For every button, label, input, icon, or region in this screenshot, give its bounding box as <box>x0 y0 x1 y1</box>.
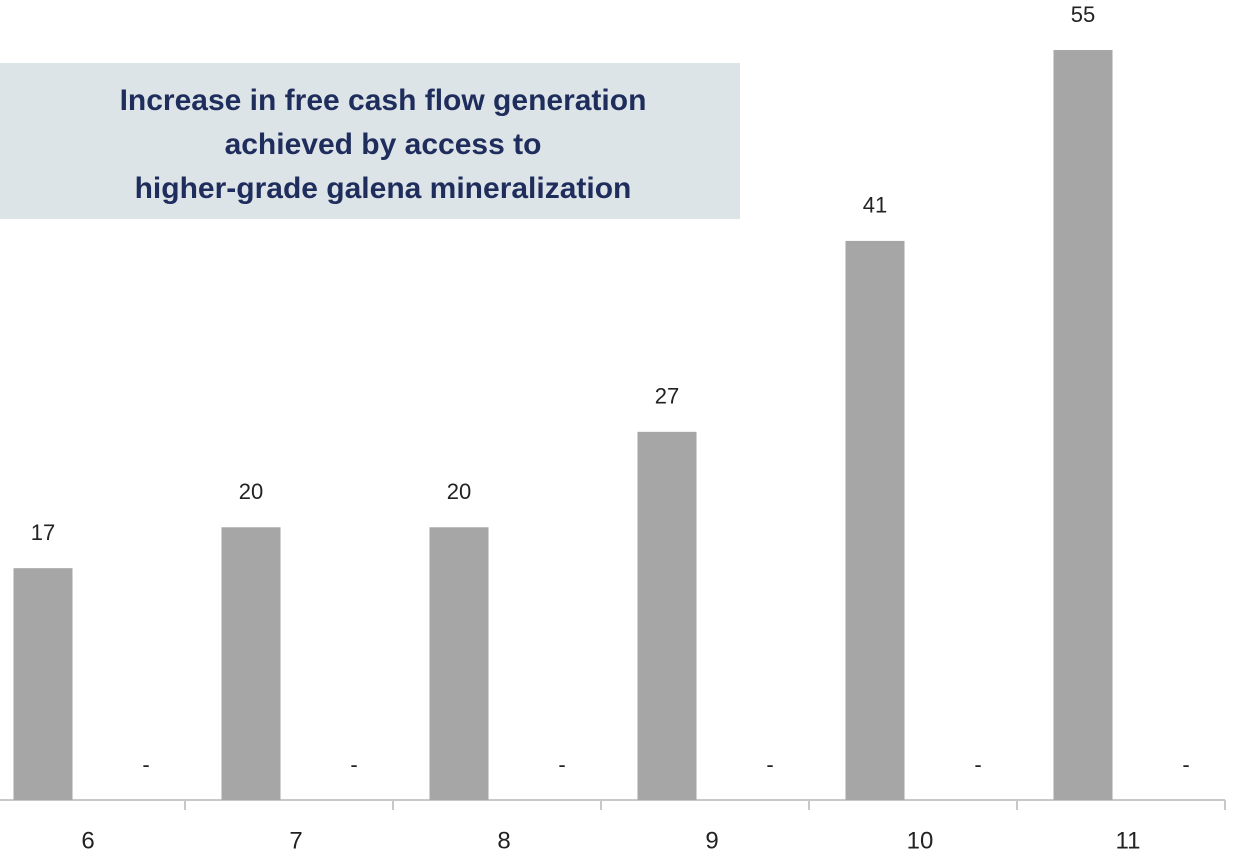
x-tick-label: 6 <box>81 827 94 854</box>
title-box <box>0 63 740 219</box>
bar <box>1053 50 1113 800</box>
x-tick-label: 9 <box>705 827 718 854</box>
chart-title: Increase in free cash flow generation <box>120 84 647 117</box>
data-label: - <box>766 752 773 777</box>
bar <box>637 431 697 800</box>
bar <box>221 527 281 800</box>
data-label: 55 <box>1071 2 1095 27</box>
chart-title: higher-grade galena mineralization <box>135 172 632 205</box>
bar <box>429 527 489 800</box>
x-tick-label: 10 <box>907 827 934 854</box>
data-label: 41 <box>863 193 887 218</box>
data-label: - <box>350 752 357 777</box>
data-label: - <box>974 752 981 777</box>
data-label: 27 <box>655 384 679 409</box>
bar <box>13 568 73 800</box>
x-tick-label: 11 <box>1116 827 1141 854</box>
data-label: - <box>1182 752 1189 777</box>
data-label: - <box>558 752 565 777</box>
data-label: 17 <box>31 520 55 545</box>
x-tick-label: 7 <box>289 827 302 854</box>
data-label: 20 <box>447 479 471 504</box>
bar <box>845 240 905 801</box>
data-label: 20 <box>239 479 263 504</box>
data-label: - <box>142 752 149 777</box>
chart-title: achieved by access to <box>225 128 542 161</box>
x-tick-label: 8 <box>497 827 510 854</box>
